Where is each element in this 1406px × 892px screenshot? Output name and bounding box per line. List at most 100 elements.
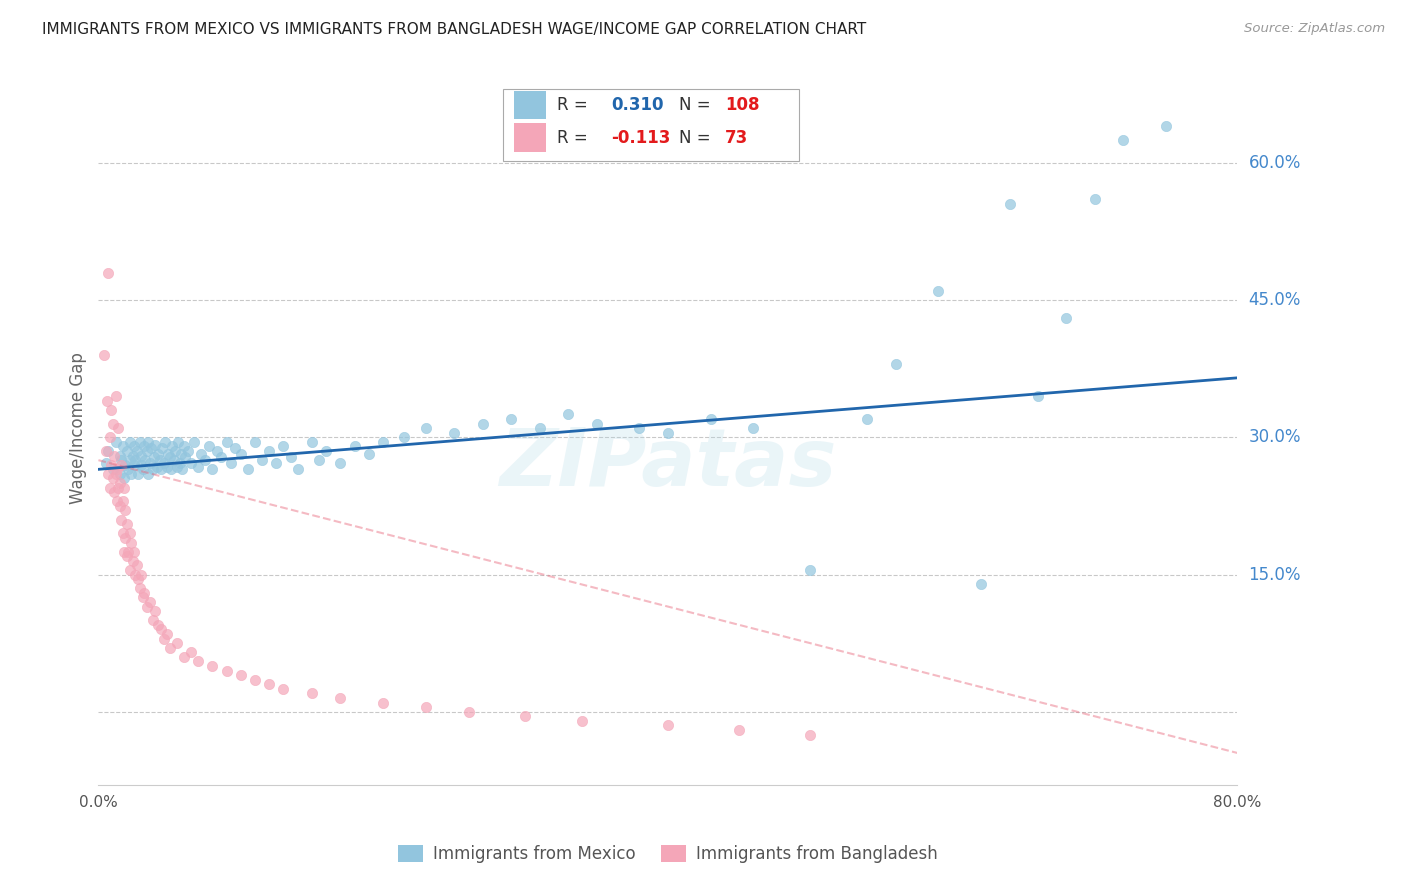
Point bbox=[329, 691, 352, 706]
Text: 0.310: 0.310 bbox=[610, 96, 664, 114]
Point bbox=[628, 421, 651, 435]
Point bbox=[100, 402, 122, 417]
Point bbox=[139, 442, 162, 456]
Point bbox=[165, 444, 187, 458]
Point bbox=[101, 462, 124, 476]
Text: 108: 108 bbox=[725, 96, 759, 114]
Point bbox=[172, 462, 194, 476]
Point bbox=[97, 266, 120, 280]
Point bbox=[105, 462, 128, 476]
Point bbox=[501, 412, 523, 426]
Point bbox=[142, 450, 165, 465]
Point bbox=[114, 531, 136, 545]
Point bbox=[145, 437, 167, 451]
Point bbox=[160, 462, 183, 476]
Point bbox=[118, 563, 141, 577]
Point bbox=[129, 458, 152, 472]
Point bbox=[250, 453, 273, 467]
Point bbox=[138, 595, 160, 609]
Point bbox=[150, 462, 173, 476]
Point bbox=[97, 444, 120, 458]
Point bbox=[209, 450, 232, 465]
Point bbox=[156, 459, 179, 474]
Point bbox=[110, 458, 132, 472]
Text: R =: R = bbox=[557, 128, 593, 146]
Point bbox=[159, 640, 181, 655]
Text: ZIPatas: ZIPatas bbox=[499, 425, 837, 503]
Point bbox=[224, 442, 246, 456]
Point bbox=[108, 449, 131, 463]
Point bbox=[163, 453, 186, 467]
Point bbox=[117, 462, 139, 476]
Point bbox=[799, 728, 821, 742]
Point bbox=[259, 677, 281, 691]
Point bbox=[215, 664, 238, 678]
Point bbox=[927, 284, 949, 298]
Point bbox=[128, 434, 150, 449]
Text: N =: N = bbox=[679, 96, 716, 114]
Legend: Immigrants from Mexico, Immigrants from Bangladesh: Immigrants from Mexico, Immigrants from … bbox=[391, 838, 945, 870]
Point bbox=[104, 434, 127, 449]
Point bbox=[104, 467, 127, 481]
Point bbox=[120, 535, 142, 549]
Point bbox=[98, 481, 121, 495]
Point bbox=[118, 526, 141, 541]
Point bbox=[799, 563, 821, 577]
Point bbox=[394, 430, 416, 444]
Point bbox=[94, 456, 117, 470]
Point bbox=[571, 714, 593, 728]
Point bbox=[129, 449, 152, 463]
Point bbox=[1026, 389, 1049, 403]
Point bbox=[110, 453, 132, 467]
Point bbox=[101, 417, 124, 431]
Point bbox=[148, 447, 170, 461]
Point bbox=[1084, 193, 1107, 207]
Point bbox=[174, 450, 197, 465]
Point bbox=[118, 453, 141, 467]
Point bbox=[998, 197, 1021, 211]
Point bbox=[141, 613, 163, 627]
Point bbox=[132, 440, 155, 454]
Point bbox=[111, 440, 134, 454]
Point bbox=[111, 494, 134, 508]
Point bbox=[169, 456, 191, 470]
Point bbox=[121, 449, 143, 463]
Text: 45.0%: 45.0% bbox=[1249, 291, 1301, 309]
Point bbox=[229, 447, 252, 461]
Point bbox=[315, 444, 337, 458]
Point bbox=[118, 434, 141, 449]
Point bbox=[970, 576, 993, 591]
Point bbox=[180, 456, 202, 470]
Text: Source: ZipAtlas.com: Source: ZipAtlas.com bbox=[1244, 22, 1385, 36]
Point bbox=[280, 450, 302, 465]
Point bbox=[103, 485, 125, 500]
Bar bbox=[503, 89, 799, 161]
Point bbox=[117, 544, 139, 558]
Point bbox=[183, 434, 205, 449]
Point bbox=[97, 467, 120, 481]
Bar bbox=[515, 123, 546, 152]
Point bbox=[177, 444, 200, 458]
Point bbox=[699, 412, 721, 426]
Point bbox=[167, 434, 190, 449]
Point bbox=[273, 681, 295, 696]
Point bbox=[259, 444, 281, 458]
Text: 60.0%: 60.0% bbox=[1249, 153, 1301, 172]
Point bbox=[515, 709, 537, 723]
Point bbox=[135, 444, 157, 458]
Point bbox=[125, 444, 148, 458]
Point bbox=[162, 440, 184, 454]
Point bbox=[100, 458, 122, 472]
Point bbox=[105, 494, 128, 508]
Point bbox=[104, 389, 127, 403]
Point bbox=[108, 499, 131, 513]
Point bbox=[287, 462, 309, 476]
Point bbox=[124, 453, 146, 467]
Point bbox=[273, 440, 295, 454]
Point bbox=[657, 425, 679, 440]
Point bbox=[124, 567, 146, 582]
Point bbox=[115, 517, 138, 532]
Point bbox=[201, 462, 224, 476]
Point bbox=[112, 481, 135, 495]
Point bbox=[98, 430, 121, 444]
